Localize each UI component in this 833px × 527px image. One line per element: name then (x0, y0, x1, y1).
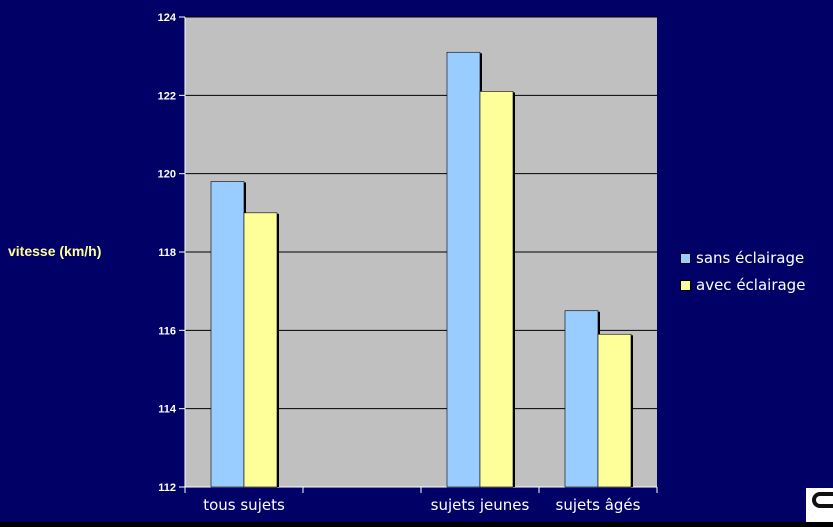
bar (597, 333, 632, 488)
bar (210, 181, 245, 488)
y-axis-label: vitesse (km/h) (8, 243, 102, 259)
y-tick-label: 114 (158, 404, 177, 416)
legend-item-avec-eclairage: avec éclairage (671, 273, 833, 297)
legend-item-sans-eclairage: sans éclairage (671, 246, 833, 270)
logo-glyph (812, 492, 833, 508)
logo-icon (806, 488, 833, 522)
y-tick-label: 120 (158, 169, 176, 181)
y-tick-label: 116 (158, 325, 176, 337)
legend-swatch-avec-eclairage (680, 279, 691, 291)
y-tick-label: 118 (158, 247, 176, 259)
y-tick-label: 124 (158, 12, 177, 24)
bar (564, 310, 599, 488)
bar (479, 91, 514, 488)
x-tick-label: sujets âgés (556, 496, 641, 514)
bottom-bar (0, 522, 833, 527)
x-tick-label: sujets jeunes (431, 496, 530, 514)
bar (446, 51, 481, 488)
x-tick-label: tous sujets (203, 496, 285, 514)
legend-label-avec-eclairage: avec éclairage (696, 276, 806, 294)
chart-legend: sans éclairage avec éclairage (671, 243, 833, 301)
legend-swatch-sans-eclairage (680, 252, 691, 264)
y-tick-label: 112 (158, 482, 176, 494)
y-tick-label: 122 (158, 90, 176, 102)
bar (243, 212, 278, 488)
legend-label-sans-eclairage: sans éclairage (696, 249, 805, 267)
